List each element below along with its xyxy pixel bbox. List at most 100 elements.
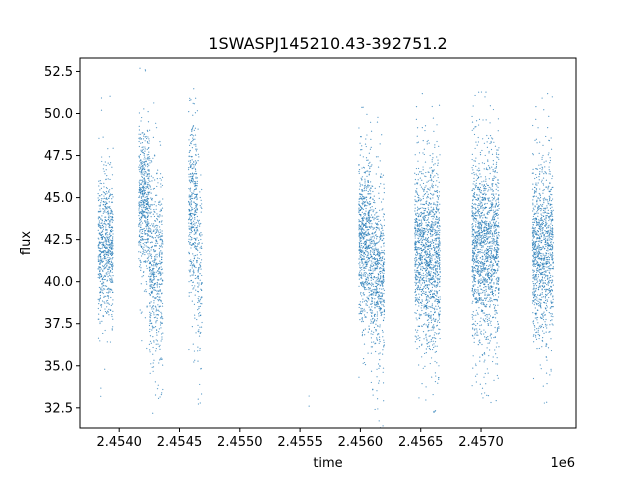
data-point	[426, 219, 428, 222]
data-point	[150, 363, 152, 365]
data-point	[428, 203, 431, 205]
data-point	[498, 346, 500, 348]
data-point	[149, 204, 152, 206]
data-point	[428, 271, 430, 273]
data-point	[425, 277, 427, 279]
data-point	[191, 326, 193, 328]
data-point	[193, 255, 195, 257]
data-point	[434, 300, 436, 303]
data-point	[434, 332, 436, 334]
data-point	[140, 202, 142, 204]
data-point	[438, 377, 440, 379]
data-point	[376, 252, 379, 255]
data-point	[200, 174, 202, 176]
data-point	[102, 242, 104, 244]
data-point	[360, 226, 362, 228]
data-point	[108, 217, 110, 219]
data-point	[427, 139, 429, 142]
data-point	[427, 299, 429, 301]
data-point	[361, 335, 363, 337]
data-point	[143, 154, 145, 156]
data-point	[139, 264, 141, 266]
data-point	[100, 225, 102, 227]
data-point	[201, 289, 203, 292]
data-point	[424, 175, 426, 177]
data-point	[359, 266, 361, 268]
data-point	[422, 195, 424, 197]
data-point	[493, 193, 495, 195]
data-point	[190, 262, 192, 265]
data-point	[474, 252, 476, 255]
data-point	[191, 300, 193, 302]
data-point	[420, 221, 423, 223]
data-point	[150, 272, 152, 274]
data-point	[364, 274, 366, 276]
data-point	[200, 393, 203, 395]
data-point	[106, 265, 108, 267]
data-point	[147, 158, 149, 160]
data-point	[424, 231, 426, 233]
data-point	[434, 345, 436, 347]
data-point	[157, 300, 160, 302]
data-point	[194, 185, 196, 187]
data-point	[416, 191, 418, 193]
data-point	[378, 333, 380, 335]
data-point	[370, 275, 372, 277]
data-point	[141, 176, 144, 178]
data-point	[414, 300, 416, 302]
data-point	[426, 191, 428, 193]
data-point	[477, 266, 480, 268]
data-point	[106, 247, 108, 249]
data-point	[162, 198, 164, 200]
data-point	[189, 97, 191, 99]
data-point	[147, 253, 149, 255]
data-point	[359, 293, 362, 295]
data-point	[485, 167, 488, 169]
data-point	[485, 183, 488, 185]
data-point	[363, 188, 365, 190]
data-point	[365, 234, 367, 237]
data-point	[371, 209, 373, 211]
data-point	[145, 241, 148, 244]
data-point	[200, 331, 202, 334]
data-point	[154, 394, 157, 396]
data-point	[371, 223, 373, 225]
data-point	[369, 209, 371, 211]
data-point	[195, 289, 197, 291]
data-point	[436, 362, 438, 364]
data-point	[482, 217, 484, 219]
data-point	[102, 208, 104, 210]
data-point	[427, 272, 429, 274]
data-point	[378, 279, 381, 281]
data-point	[104, 275, 107, 278]
data-point	[194, 359, 196, 361]
data-point	[414, 210, 416, 212]
data-point	[98, 250, 100, 252]
data-point	[142, 196, 144, 198]
data-point	[140, 210, 142, 213]
data-point	[195, 213, 197, 216]
data-point	[435, 216, 438, 218]
data-point	[109, 341, 112, 343]
data-point	[383, 289, 386, 291]
data-point	[429, 263, 431, 265]
data-point	[358, 220, 361, 222]
data-point	[150, 253, 152, 255]
data-point	[191, 178, 194, 180]
data-point	[426, 306, 428, 308]
data-point	[374, 298, 376, 300]
data-point	[152, 237, 155, 239]
data-point	[436, 195, 438, 197]
data-point	[432, 209, 434, 211]
data-point	[159, 141, 161, 143]
data-point	[149, 211, 151, 213]
data-point	[372, 333, 374, 335]
data-point	[146, 261, 148, 263]
data-point	[374, 231, 377, 233]
data-point	[432, 153, 434, 155]
data-point	[382, 276, 384, 278]
data-point	[472, 263, 475, 265]
data-point	[147, 241, 149, 243]
data-point	[424, 217, 426, 219]
data-point	[439, 298, 441, 300]
